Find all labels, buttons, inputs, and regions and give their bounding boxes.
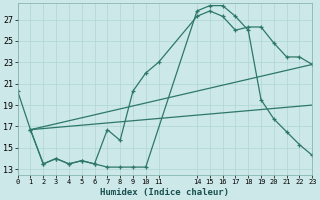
X-axis label: Humidex (Indice chaleur): Humidex (Indice chaleur)	[100, 188, 229, 197]
